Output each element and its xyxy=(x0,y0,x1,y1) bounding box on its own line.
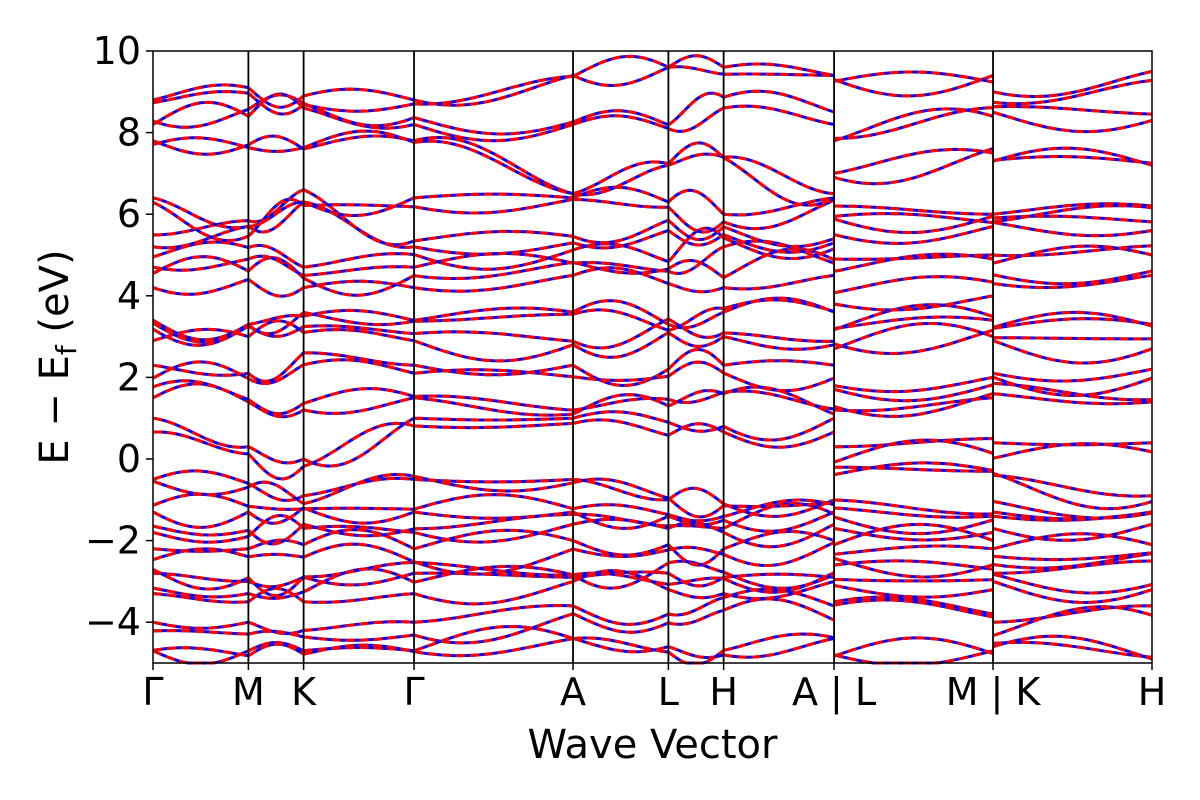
high-symmetry-lines xyxy=(247,51,994,663)
band-line-dashed xyxy=(152,239,1153,277)
x-tick-label: A xyxy=(560,670,586,714)
band-line-dashed xyxy=(152,552,1153,598)
x-tick-label: Γ xyxy=(403,670,424,714)
band-line-dashed xyxy=(152,597,1153,645)
band-line-dashed xyxy=(152,559,1153,589)
x-axis-label: Wave Vector xyxy=(528,722,779,768)
band-line-dashed xyxy=(152,89,1153,140)
band-line-dashed xyxy=(152,317,1153,356)
band-line-dashed xyxy=(152,506,1153,533)
y-tick-label: 10 xyxy=(93,29,141,73)
y-tick-label: 2 xyxy=(117,355,141,399)
band-line-dashed xyxy=(152,266,1153,312)
x-tick-label: M | K xyxy=(946,670,1042,715)
band-line-dashed xyxy=(152,410,1153,468)
band-line-dashed xyxy=(152,129,1153,207)
y-tick-label: 4 xyxy=(117,274,141,318)
band-line-dashed xyxy=(152,461,1153,519)
y-axis-label: E − Ef (eV) xyxy=(32,249,83,464)
band-line-dashed xyxy=(152,319,1153,365)
y-axis-ticks: −4 −2 0 2 4 6 8 10 xyxy=(85,29,153,644)
x-tick-label: L xyxy=(658,670,679,714)
y-tick-label: −4 xyxy=(85,600,141,644)
band-line-dashed xyxy=(152,296,1153,342)
x-tick-label: Γ xyxy=(142,670,163,714)
band-line-dashed xyxy=(152,358,1153,403)
x-tick-label: A | L xyxy=(792,670,876,715)
band-lines xyxy=(152,54,1153,665)
band-line-dashed xyxy=(152,379,1153,418)
plot-frame xyxy=(152,50,1153,664)
band-line-dashed xyxy=(152,541,1153,576)
y-tick-label: 0 xyxy=(117,437,141,481)
band-line-dashed xyxy=(152,134,1153,197)
band-line-dashed xyxy=(152,418,1153,481)
band-line-dashed xyxy=(152,298,1153,344)
x-tick-label: H xyxy=(1138,670,1167,714)
band-line-dashed xyxy=(152,347,1153,394)
band-line-dashed xyxy=(152,197,1153,243)
x-tick-label: M xyxy=(232,670,265,714)
band-line-dashed xyxy=(152,185,1153,230)
x-tick-label: H xyxy=(709,670,738,714)
x-tick-label: K xyxy=(291,670,317,714)
y-tick-label: 8 xyxy=(117,111,141,155)
y-tick-label: 6 xyxy=(117,192,141,236)
band-line-dashed xyxy=(153,188,1153,249)
band-line-dashed xyxy=(152,54,1153,116)
band-line-dashed xyxy=(152,54,1153,109)
y-tick-label: −2 xyxy=(85,519,141,563)
